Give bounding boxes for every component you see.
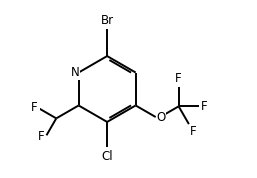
Text: F: F — [38, 130, 45, 143]
Text: Br: Br — [100, 14, 114, 27]
Text: F: F — [175, 72, 182, 85]
Text: Cl: Cl — [101, 150, 113, 163]
Text: O: O — [157, 111, 166, 124]
Text: N: N — [71, 66, 80, 79]
Text: F: F — [31, 101, 38, 114]
Text: F: F — [200, 100, 207, 113]
Text: F: F — [190, 125, 197, 138]
